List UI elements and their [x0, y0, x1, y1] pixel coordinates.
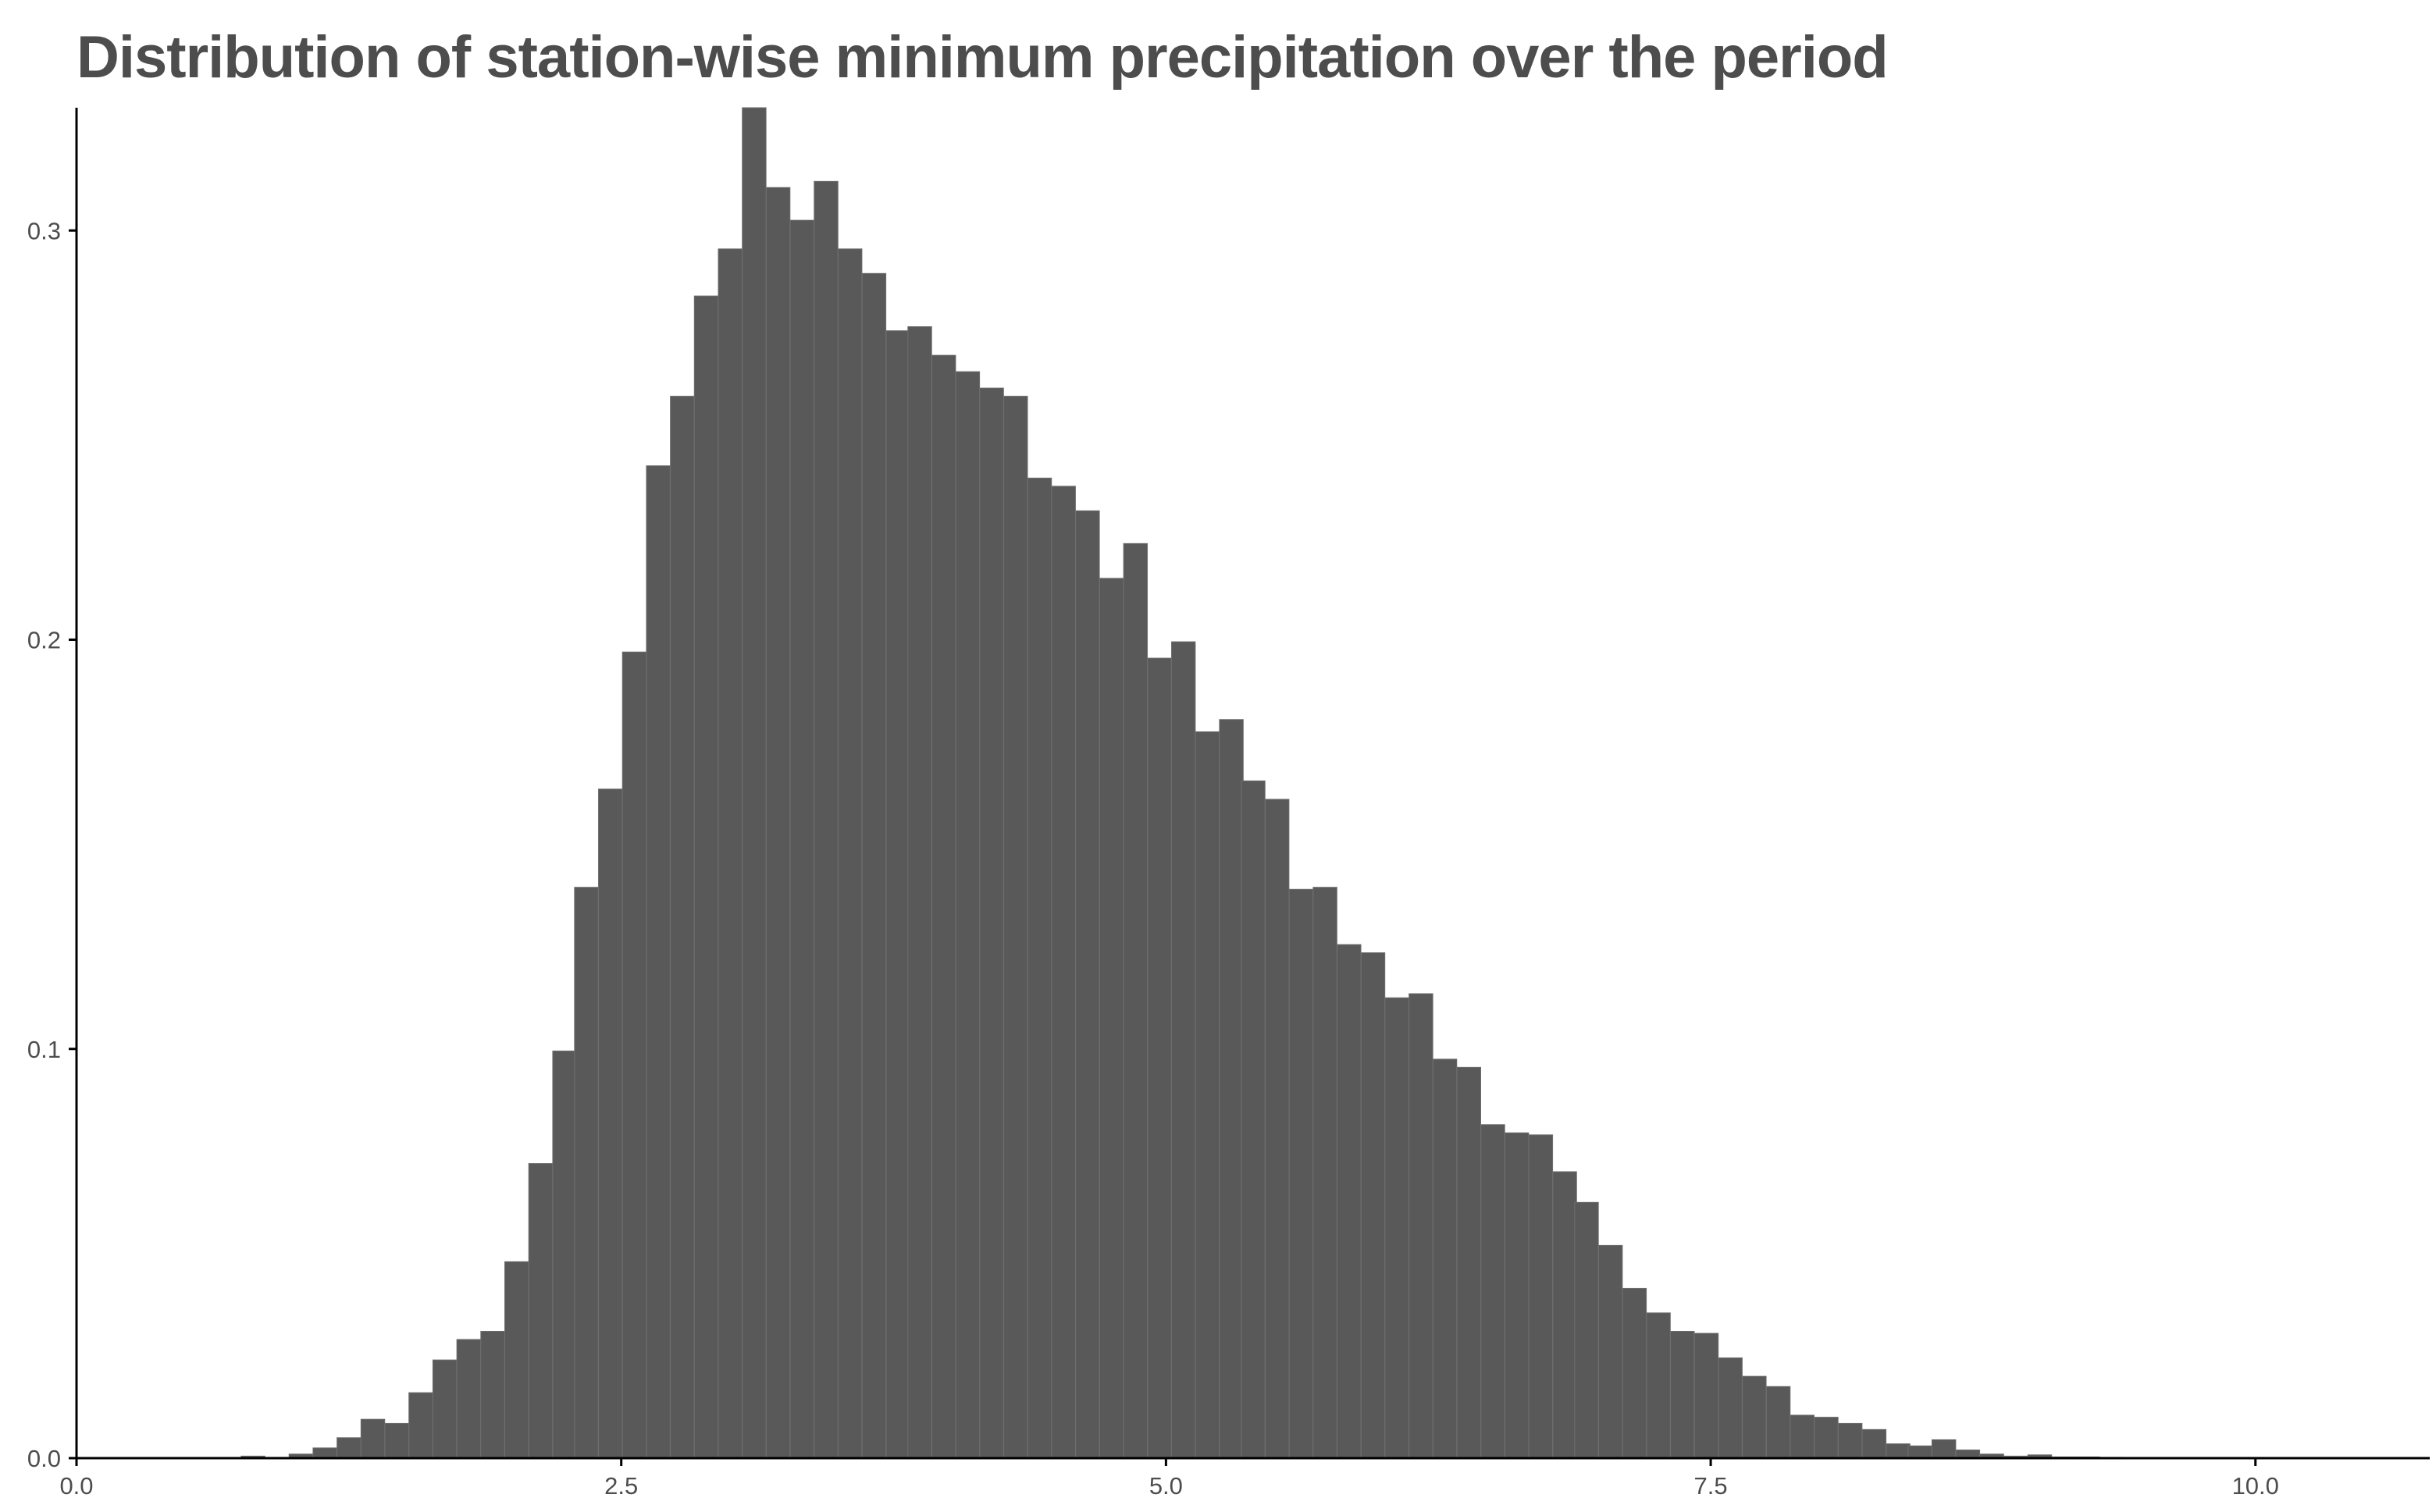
histogram-bar — [1099, 578, 1124, 1459]
histogram-bar — [670, 396, 695, 1459]
histogram-bar — [360, 1418, 386, 1459]
histogram-bar — [1955, 1450, 1981, 1459]
histogram-bar — [885, 330, 910, 1459]
histogram-bar — [621, 651, 647, 1459]
histogram-bar — [1123, 543, 1149, 1459]
x-tick-label: 10.0 — [2232, 1472, 2279, 1500]
histogram-bar — [1646, 1312, 1671, 1459]
histogram-bar — [1312, 887, 1337, 1459]
histogram-bar — [1264, 799, 1290, 1459]
histogram-bar — [861, 272, 887, 1459]
histogram-bar — [384, 1422, 409, 1459]
histogram-bar — [1574, 1201, 1599, 1459]
histogram-bar — [1504, 1132, 1530, 1459]
histogram-bar — [1147, 657, 1172, 1459]
bars-group — [240, 107, 2172, 1459]
histogram-bar — [718, 248, 743, 1459]
histogram-bar — [742, 107, 767, 1459]
histogram-bar — [1384, 997, 1409, 1459]
histogram-bar — [1241, 780, 1266, 1459]
histogram-bar — [1360, 952, 1386, 1459]
y-ticks-group: 0.0 0.1 0.2 0.3 — [27, 217, 77, 1472]
histogram-bar — [408, 1392, 433, 1459]
x-tick-label: 5.0 — [1149, 1472, 1183, 1500]
histogram-bar — [574, 887, 599, 1459]
y-tick-label: 0.0 — [27, 1445, 61, 1472]
histogram-bar — [1288, 888, 1314, 1459]
histogram-bar — [1765, 1386, 1791, 1459]
histogram-bar — [1003, 396, 1028, 1459]
histogram-bar — [1027, 477, 1052, 1459]
histogram-bar — [1480, 1124, 1505, 1459]
histogram-bar — [955, 371, 981, 1459]
y-tick-label: 0.3 — [27, 217, 61, 244]
histogram-bar — [456, 1339, 482, 1459]
histogram-bar — [598, 788, 623, 1459]
histogram-bar — [1552, 1171, 1577, 1459]
axes-group — [75, 108, 2430, 1460]
histogram-bar — [1337, 944, 1362, 1459]
histogram-bar — [814, 180, 839, 1459]
histogram-bar — [1742, 1375, 1767, 1459]
histogram-bar — [765, 187, 791, 1459]
histogram-bar — [907, 326, 932, 1459]
histogram-bar — [1051, 486, 1076, 1459]
histogram-bar — [1075, 510, 1100, 1459]
histogram-bar — [1837, 1422, 1863, 1459]
histogram-bar — [337, 1437, 361, 1459]
x-ticks-group: 0.0 2.5 5.0 7.5 10.0 — [59, 1458, 2279, 1500]
histogram-bar — [504, 1261, 529, 1459]
histogram-bar — [1693, 1332, 1719, 1459]
histogram-bar — [1718, 1357, 1743, 1459]
histogram-bar — [838, 248, 863, 1459]
x-tick-label: 7.5 — [1694, 1472, 1728, 1500]
y-tick-label: 0.2 — [27, 627, 61, 654]
histogram-bar — [979, 387, 1004, 1459]
histogram-bar — [1790, 1414, 1815, 1459]
histogram-bar — [693, 295, 719, 1459]
histogram-bar — [552, 1050, 577, 1459]
histogram-bar — [1814, 1417, 1839, 1459]
y-tick-label: 0.1 — [27, 1036, 61, 1063]
histogram-bar — [789, 219, 815, 1459]
histogram-bar — [1170, 641, 1196, 1459]
histogram-bar — [1432, 1058, 1458, 1459]
histogram-bar — [1886, 1443, 1911, 1459]
histogram-bar — [312, 1447, 337, 1459]
histogram-bar — [931, 354, 956, 1459]
histogram-bar — [1670, 1330, 1695, 1459]
histogram-bar — [646, 465, 671, 1459]
histogram-bar — [1622, 1287, 1647, 1459]
histogram-bar — [1409, 993, 1433, 1459]
chart-title: Distribution of station-wise minimum pre… — [77, 24, 1889, 91]
histogram-bar — [1456, 1066, 1481, 1459]
x-tick-label: 2.5 — [604, 1472, 638, 1500]
histogram-bar — [528, 1163, 554, 1459]
histogram-bar — [1195, 731, 1220, 1459]
histogram-bar — [1931, 1439, 1957, 1459]
histogram-bar — [1907, 1445, 1932, 1459]
x-tick-label: 0.0 — [59, 1472, 93, 1500]
histogram-bar — [1597, 1244, 1623, 1459]
histogram-bar — [480, 1330, 505, 1459]
histogram-bar — [432, 1359, 458, 1459]
histogram-bar — [1219, 719, 1244, 1459]
histogram-bar — [1528, 1134, 1554, 1459]
histogram-bar — [1861, 1428, 1887, 1459]
